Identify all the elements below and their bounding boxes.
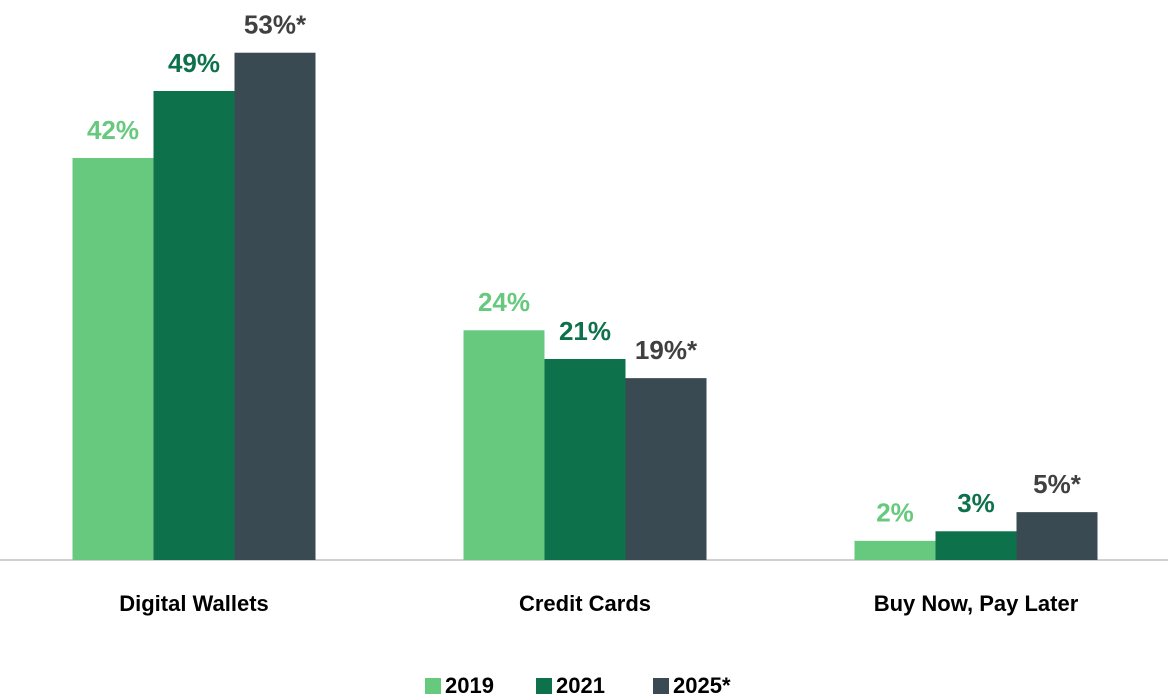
value-label: 53%* bbox=[244, 10, 307, 40]
legend-label: 2025* bbox=[673, 673, 731, 698]
value-label: 19%* bbox=[635, 335, 698, 365]
bar bbox=[72, 158, 154, 560]
bar bbox=[153, 91, 235, 560]
value-label: 2% bbox=[876, 498, 914, 528]
bar bbox=[463, 330, 545, 560]
value-label: 5%* bbox=[1033, 469, 1082, 499]
bar bbox=[935, 531, 1017, 560]
legend-swatch bbox=[425, 678, 441, 694]
bar bbox=[234, 52, 316, 560]
bar bbox=[625, 378, 707, 560]
value-label: 21% bbox=[559, 316, 611, 346]
legend-swatch bbox=[653, 678, 669, 694]
value-label: 42% bbox=[87, 115, 139, 145]
value-label: 3% bbox=[957, 488, 995, 518]
x-tick-label: Digital Wallets bbox=[119, 591, 269, 616]
x-tick-label: Buy Now, Pay Later bbox=[874, 591, 1079, 616]
legend-label: 2021 bbox=[556, 673, 605, 698]
x-tick-label: Credit Cards bbox=[519, 591, 651, 616]
value-label: 24% bbox=[478, 287, 530, 317]
legend-label: 2019 bbox=[445, 673, 494, 698]
bar bbox=[854, 540, 936, 560]
bar bbox=[1016, 512, 1098, 560]
legend-swatch bbox=[536, 678, 552, 694]
bar bbox=[544, 359, 626, 560]
value-label: 49% bbox=[168, 48, 220, 78]
